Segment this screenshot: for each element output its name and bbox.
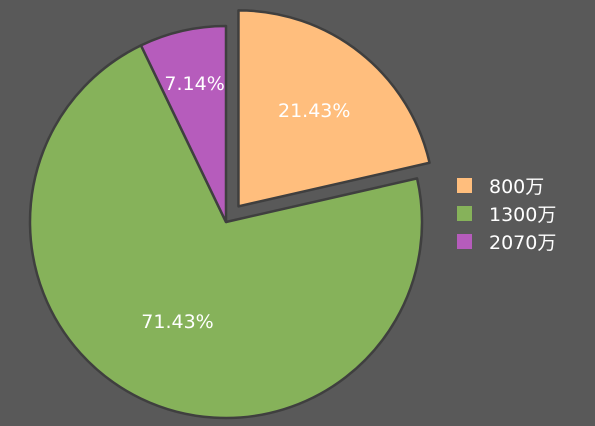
legend-label-1: 1300万 xyxy=(489,203,557,226)
legend-swatch-0 xyxy=(457,177,472,193)
legend: 800万 1300万 2070万 xyxy=(457,171,556,255)
legend-swatch-2 xyxy=(457,233,472,249)
data-label-1: 71.43% xyxy=(141,311,213,333)
legend-label-0: 800万 xyxy=(489,175,545,198)
pie-slice-0[interactable] xyxy=(237,9,431,208)
pie-slice-1[interactable] xyxy=(28,44,424,420)
pie-slices xyxy=(28,9,431,420)
legend-swatch-1 xyxy=(457,205,472,221)
legend-item-0[interactable]: 800万 xyxy=(457,171,556,199)
data-label-0: 21.43% xyxy=(278,100,350,122)
legend-item-2[interactable]: 2070万 xyxy=(457,227,556,255)
legend-item-1[interactable]: 1300万 xyxy=(457,199,556,227)
pie-slice-2[interactable] xyxy=(139,24,228,224)
pie-data-labels: 21.43% 71.43% 7.14% xyxy=(141,73,350,333)
legend-label-2: 2070万 xyxy=(489,231,557,254)
data-label-2: 7.14% xyxy=(164,73,224,95)
